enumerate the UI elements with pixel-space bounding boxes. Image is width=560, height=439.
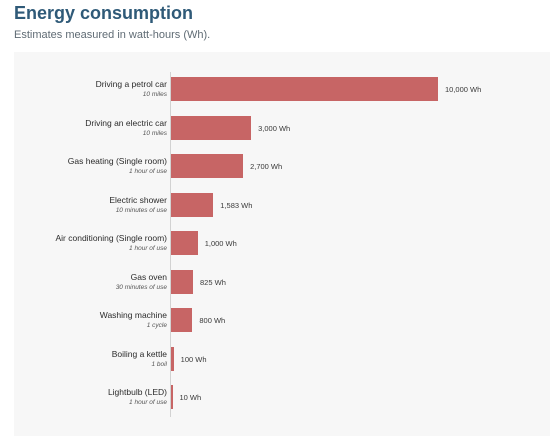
category-label: Washing machine: [99, 310, 167, 320]
category-note: 30 minutes of use: [115, 283, 167, 291]
bar: [171, 154, 244, 178]
category-note: 1 hour of use: [129, 399, 167, 406]
value-label: 800 Wh: [199, 316, 226, 325]
bar: [171, 115, 252, 140]
value-label: 1,583 Wh: [220, 200, 253, 210]
category-note: 1 hour of use: [129, 168, 167, 175]
chart-subtitle: Estimates measured in watt-hours (Wh).: [14, 29, 211, 41]
category-label: Gas oven: [130, 271, 167, 282]
category-note: 10 miles: [142, 91, 167, 98]
category-note: 1 boil: [151, 360, 167, 368]
bar: [171, 385, 173, 409]
value-label: 100 Wh: [180, 354, 207, 364]
value-label: 10,000 Wh: [445, 85, 482, 94]
bar: [171, 346, 174, 371]
category-label: Lightbulb (LED): [107, 387, 167, 397]
category-note: 10 minutes of use: [115, 206, 167, 214]
value-label: 3,000 Wh: [258, 123, 291, 133]
value-label: 1,000 Wh: [204, 239, 237, 248]
bar: [171, 192, 214, 217]
chart-title: Energy consumption: [14, 3, 194, 23]
category-label: Gas heating (Single room): [67, 156, 167, 166]
category-note: 1 cycle: [146, 322, 167, 329]
category-note: 10 miles: [142, 129, 167, 137]
category-label: Driving a petrol car: [95, 79, 167, 89]
value-label: 2,700 Wh: [250, 162, 283, 171]
category-label: Electric shower: [109, 194, 167, 205]
chart-panel: [14, 52, 550, 436]
category-axis-line: [170, 72, 171, 417]
category-label: Driving an electric car: [85, 117, 167, 128]
category-note: 1 hour of use: [129, 245, 167, 252]
value-label: 10 Wh: [179, 393, 202, 402]
category-label: Air conditioning (Single room): [55, 233, 168, 243]
bar: [171, 269, 194, 294]
value-label: 825 Wh: [200, 277, 226, 287]
bar: [171, 77, 438, 101]
bar: [171, 231, 198, 255]
category-label: Boiling a kettle: [111, 348, 167, 359]
bar: [171, 308, 193, 332]
